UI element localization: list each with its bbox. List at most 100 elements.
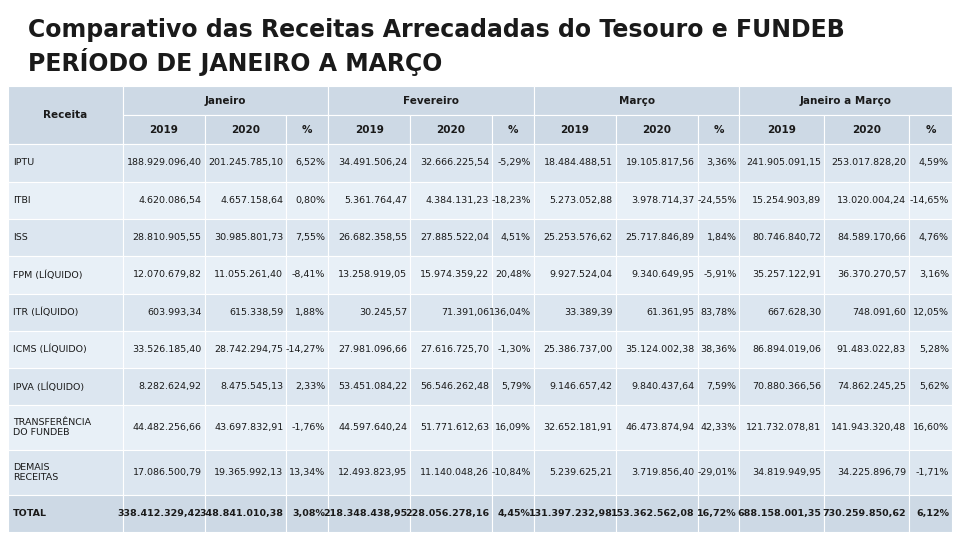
Bar	[909, 219, 952, 256]
Text: 4.620.086,54: 4.620.086,54	[138, 196, 202, 205]
Text: 13.258.919,05: 13.258.919,05	[338, 271, 407, 279]
Bar	[615, 181, 698, 219]
Text: 30.985.801,73: 30.985.801,73	[214, 233, 283, 242]
Bar	[698, 181, 739, 219]
Text: 84.589.170,66: 84.589.170,66	[837, 233, 906, 242]
Text: 121.732.078,81: 121.732.078,81	[746, 423, 821, 433]
Text: -10,84%: -10,84%	[492, 468, 531, 477]
Text: -1,76%: -1,76%	[292, 423, 325, 433]
Text: 35.257.122,91: 35.257.122,91	[752, 271, 821, 279]
Bar	[825, 450, 909, 495]
Text: -1,30%: -1,30%	[497, 345, 531, 354]
Bar	[615, 331, 698, 368]
Text: 9.840.437,64: 9.840.437,64	[632, 382, 694, 392]
Bar	[410, 219, 492, 256]
Bar	[8, 256, 123, 294]
Bar	[328, 495, 410, 532]
Text: 53.451.084,22: 53.451.084,22	[338, 382, 407, 392]
Text: 253.017.828,20: 253.017.828,20	[831, 158, 906, 167]
Text: 615.338,59: 615.338,59	[229, 308, 283, 317]
Bar	[204, 450, 286, 495]
Bar	[286, 368, 328, 406]
Text: 12.493.823,95: 12.493.823,95	[338, 468, 407, 477]
Text: 12.070.679,82: 12.070.679,82	[132, 271, 202, 279]
Bar	[8, 450, 123, 495]
Bar	[615, 219, 698, 256]
Bar	[492, 144, 534, 181]
Text: 2,33%: 2,33%	[295, 382, 325, 392]
Bar	[909, 495, 952, 532]
Text: 241.905.091,15: 241.905.091,15	[746, 158, 821, 167]
Text: Janeiro a Março: Janeiro a Março	[800, 96, 892, 106]
Text: 667.628,30: 667.628,30	[767, 308, 821, 317]
Text: 4.657.158,64: 4.657.158,64	[221, 196, 283, 205]
Bar	[286, 256, 328, 294]
Bar	[123, 144, 204, 181]
Bar	[410, 450, 492, 495]
Text: -5,29%: -5,29%	[497, 158, 531, 167]
Text: 61.361,95: 61.361,95	[646, 308, 694, 317]
Bar	[739, 495, 825, 532]
Bar	[328, 181, 410, 219]
Text: 2020: 2020	[231, 125, 260, 135]
Text: 33.526.185,40: 33.526.185,40	[132, 345, 202, 354]
Bar	[410, 368, 492, 406]
Text: 4,45%: 4,45%	[498, 509, 531, 518]
Text: Janeiro: Janeiro	[204, 96, 247, 106]
Text: 6,52%: 6,52%	[296, 158, 325, 167]
Bar	[492, 294, 534, 331]
Text: 11.055.261,40: 11.055.261,40	[214, 271, 283, 279]
Text: 16,09%: 16,09%	[495, 423, 531, 433]
Text: 4.384.131,23: 4.384.131,23	[425, 196, 489, 205]
Bar	[123, 256, 204, 294]
Bar	[410, 144, 492, 181]
Bar	[410, 495, 492, 532]
Text: 218.348.438,95: 218.348.438,95	[323, 509, 407, 518]
Bar	[825, 256, 909, 294]
Text: 7,59%: 7,59%	[707, 382, 736, 392]
Text: Fevereiro: Fevereiro	[403, 96, 459, 106]
Text: 86.894.019,06: 86.894.019,06	[753, 345, 821, 354]
Bar	[739, 219, 825, 256]
Bar	[8, 144, 123, 181]
Text: 688.158.001,35: 688.158.001,35	[737, 509, 821, 518]
Text: 91.483.022,83: 91.483.022,83	[837, 345, 906, 354]
Bar	[534, 368, 615, 406]
Text: 5,79%: 5,79%	[501, 382, 531, 392]
Bar	[534, 294, 615, 331]
Text: -24,55%: -24,55%	[697, 196, 736, 205]
Text: 228.056.278,16: 228.056.278,16	[405, 509, 489, 518]
Bar	[123, 294, 204, 331]
Text: 2019: 2019	[355, 125, 384, 135]
Text: 71.391,06: 71.391,06	[441, 308, 489, 317]
Text: 5.273.052,88: 5.273.052,88	[549, 196, 612, 205]
Text: 19.365.992,13: 19.365.992,13	[214, 468, 283, 477]
Text: 3.978.714,37: 3.978.714,37	[632, 196, 694, 205]
Bar	[698, 144, 739, 181]
Text: 43.697.832,91: 43.697.832,91	[214, 423, 283, 433]
Bar	[8, 406, 123, 450]
Text: 5,28%: 5,28%	[919, 345, 949, 354]
Bar	[8, 331, 123, 368]
Bar	[909, 144, 952, 181]
Text: 9.146.657,42: 9.146.657,42	[550, 382, 612, 392]
Text: 9.340.649,95: 9.340.649,95	[632, 271, 694, 279]
Text: 2020: 2020	[852, 125, 881, 135]
Text: -8,41%: -8,41%	[292, 271, 325, 279]
Text: 17.086.500,79: 17.086.500,79	[132, 468, 202, 477]
Bar	[615, 368, 698, 406]
Text: 4,51%: 4,51%	[501, 233, 531, 242]
Bar	[8, 495, 123, 532]
Bar	[123, 495, 204, 532]
Bar	[410, 115, 492, 144]
Bar	[492, 115, 534, 144]
Bar	[534, 86, 739, 115]
Bar	[286, 495, 328, 532]
Bar	[410, 331, 492, 368]
Text: 4,76%: 4,76%	[919, 233, 949, 242]
Bar	[615, 450, 698, 495]
Bar	[698, 368, 739, 406]
Text: 25.386.737,00: 25.386.737,00	[543, 345, 612, 354]
Text: 338.412.329,42: 338.412.329,42	[118, 509, 202, 518]
Bar	[123, 219, 204, 256]
